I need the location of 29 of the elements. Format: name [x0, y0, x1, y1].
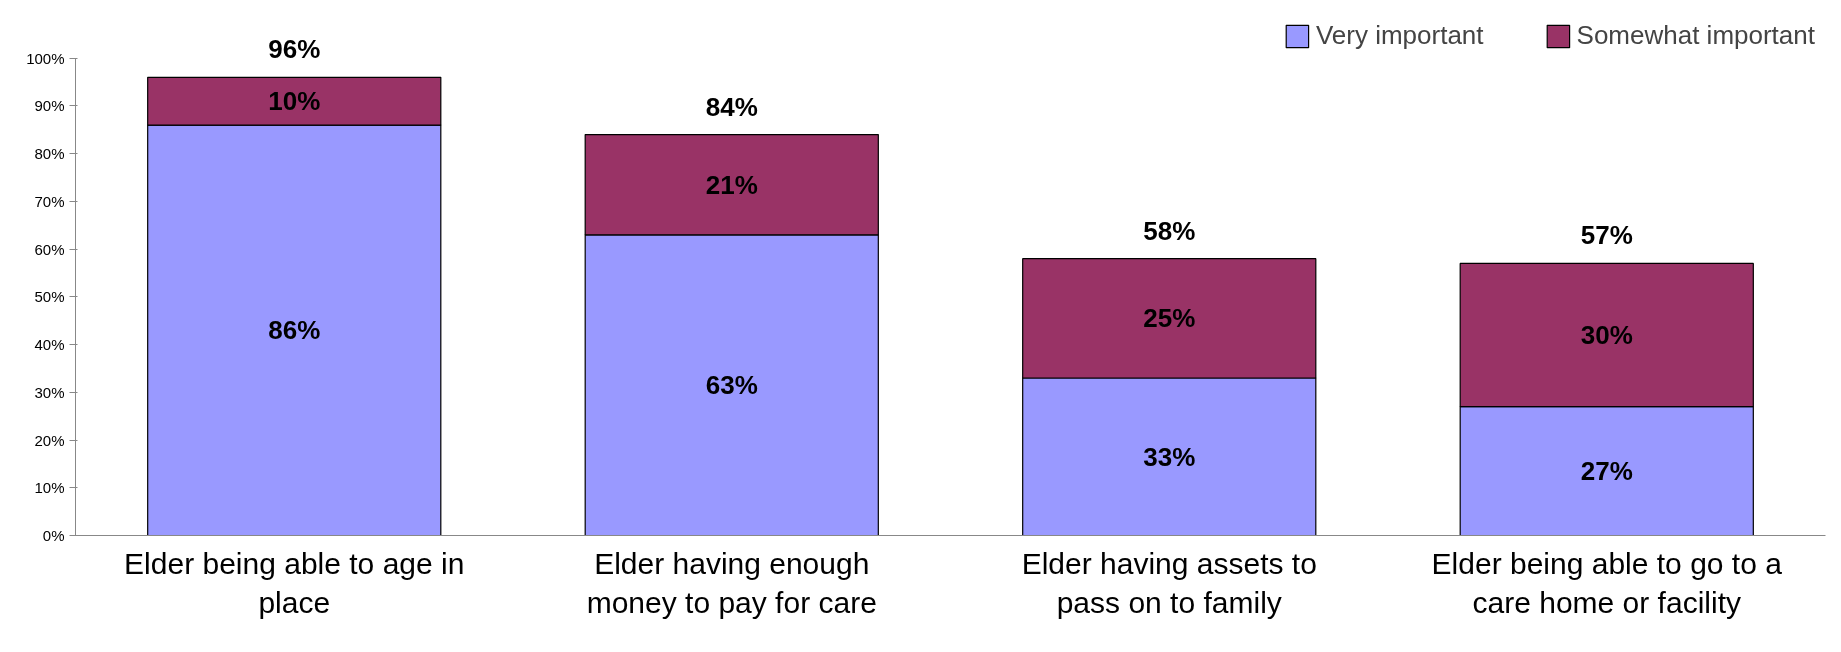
- y-tick-label: 80%: [34, 145, 65, 163]
- legend-label: Very important: [1315, 20, 1484, 51]
- total-label: 57%: [1580, 220, 1633, 251]
- y-tick-label: 90%: [34, 97, 65, 115]
- x-tick-label: Elder having assets to pass on to family: [1021, 546, 1317, 620]
- y-tick-label: 60%: [34, 240, 65, 258]
- y-tick-label: 30%: [34, 383, 65, 401]
- y-tick-label: 0%: [42, 527, 65, 544]
- x-tick-label: Elder having enough money to pay for care: [586, 546, 877, 620]
- y-tick-label: 20%: [34, 431, 65, 449]
- y-tick-label: 70%: [34, 192, 65, 210]
- data-label: 33%: [1143, 441, 1196, 472]
- y-tick-label: 40%: [34, 336, 65, 354]
- data-label: 21%: [705, 169, 758, 200]
- total-label: 96%: [268, 34, 321, 65]
- data-label: 63%: [705, 370, 758, 401]
- data-label: 10%: [268, 86, 321, 117]
- total-label: 84%: [705, 91, 758, 122]
- data-label: 25%: [1143, 303, 1196, 334]
- data-label: 30%: [1580, 320, 1633, 351]
- x-tick-label: Elder being able to go to a care home or facility: [1431, 546, 1783, 620]
- y-tick-label: 10%: [34, 479, 65, 497]
- x-tick-label: Elder being able to age in place: [124, 546, 465, 620]
- data-label: 86%: [268, 315, 321, 346]
- legend-label: Somewhat important: [1576, 20, 1815, 51]
- y-tick-label: 50%: [34, 288, 65, 306]
- y-tick-label: 100%: [26, 49, 65, 67]
- data-label: 27%: [1580, 456, 1633, 487]
- total-label: 58%: [1143, 215, 1196, 246]
